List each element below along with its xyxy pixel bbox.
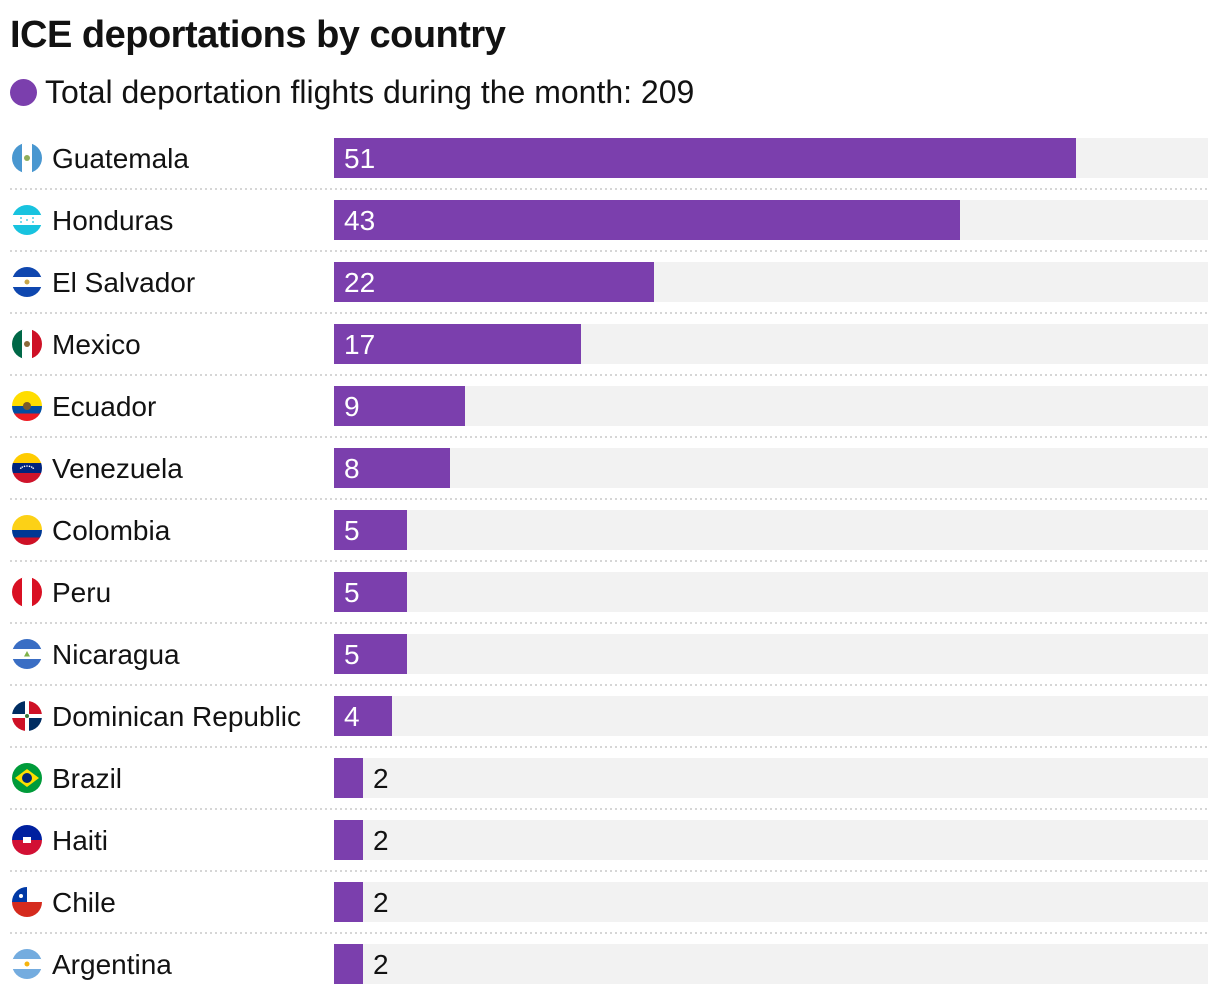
chart-title: ICE deportations by country [10,14,506,56]
bar-track [334,448,1208,488]
value-label: 5 [344,639,360,670]
bar [334,324,581,364]
bar [334,386,465,426]
chile-flag-icon-shape [12,887,42,917]
mexico-flag-icon-shape [12,329,42,359]
value-label: 22 [344,267,375,298]
bar-row: Haiti 2 [10,820,1208,872]
bar [334,572,407,612]
bar-row: Colombia 5 [10,510,1208,562]
chile-flag-icon [12,887,42,917]
value-label: 51 [344,143,375,174]
bar [334,262,654,302]
haiti-flag-icon-shape [12,825,42,855]
bar-track [334,634,1208,674]
venezuela-flag-icon-shape [12,453,42,483]
argentina-flag-icon [12,949,42,979]
legend-swatch [10,79,37,106]
bar-track [334,882,1208,922]
nicaragua-flag-icon-shape [12,639,42,669]
brazil-flag-icon [12,763,42,793]
bar-track [334,386,1208,426]
nicaragua-flag-icon [12,639,42,669]
value-label: 2 [373,763,389,794]
bar-track [334,944,1208,984]
bar [334,696,392,736]
guatemala-flag-icon [12,143,42,173]
bar-row: Mexico 17 [10,324,1208,376]
bar-row: Honduras 43 [10,200,1208,252]
category-label: Guatemala [52,143,189,174]
value-label: 43 [344,205,375,236]
dominican-republic-flag-icon [12,701,42,731]
category-label: Dominican Republic [52,701,301,732]
category-label: Venezuela [52,453,183,484]
value-label: 5 [344,515,360,546]
category-label: Brazil [52,763,122,794]
bar-track [334,820,1208,860]
bar-row: Chile 2 [10,882,1208,934]
venezuela-flag-icon [12,453,42,483]
bar-track [334,572,1208,612]
colombia-flag-icon [12,515,42,545]
bar [334,200,960,240]
category-label: Argentina [52,949,172,980]
category-label: Ecuador [52,391,156,422]
bar-row: Venezuela 8 [10,448,1208,500]
colombia-flag-icon-shape [12,515,42,545]
argentina-flag-icon-shape [12,949,42,979]
value-label: 2 [373,949,389,980]
haiti-flag-icon [12,825,42,855]
bar [334,820,363,860]
dominican-republic-flag-icon-shape [12,701,42,731]
category-label: El Salvador [52,267,195,298]
bar [334,944,363,984]
bar-row: El Salvador 22 [10,262,1208,314]
bar [334,634,407,674]
bar [334,138,1076,178]
value-label: 8 [344,453,360,484]
el-salvador-flag-icon-shape [12,267,42,297]
bar-row: Brazil 2 [10,758,1208,810]
legend: Total deportation flights during the mon… [10,74,694,111]
category-label: Peru [52,577,111,608]
value-label: 9 [344,391,360,422]
category-label: Honduras [52,205,173,236]
bar [334,758,363,798]
peru-flag-icon-shape [12,577,42,607]
ecuador-flag-icon [12,391,42,421]
bar-row: Dominican Republic 4 [10,696,1208,748]
bar-row: Argentina 2 [12,944,1208,984]
bar-row: Ecuador 9 [10,386,1208,438]
el-salvador-flag-icon [12,267,42,297]
honduras-flag-icon-shape [12,205,42,235]
mexico-flag-icon [12,329,42,359]
brazil-flag-icon-shape [12,763,42,793]
bar-row: Nicaragua 5 [10,634,1208,686]
value-label: 5 [344,577,360,608]
category-label: Nicaragua [52,639,180,670]
category-label: Colombia [52,515,171,546]
bar-track [334,696,1208,736]
peru-flag-icon [12,577,42,607]
value-label: 2 [373,887,389,918]
bar-track [334,510,1208,550]
bar-track [334,758,1208,798]
category-label: Haiti [52,825,108,856]
category-label: Chile [52,887,116,918]
bar-row: Guatemala 51 [10,138,1208,190]
bar [334,882,363,922]
bar [334,448,450,488]
value-label: 4 [344,701,360,732]
legend-label: Total deportation flights during the mon… [45,74,695,110]
guatemala-flag-icon-shape [12,143,42,173]
honduras-flag-icon [12,205,42,235]
bar-row: Peru 5 [10,572,1208,624]
value-label: 2 [373,825,389,856]
value-label: 17 [344,329,375,360]
bar [334,510,407,550]
ecuador-flag-icon-shape [12,391,42,421]
category-label: Mexico [52,329,141,360]
